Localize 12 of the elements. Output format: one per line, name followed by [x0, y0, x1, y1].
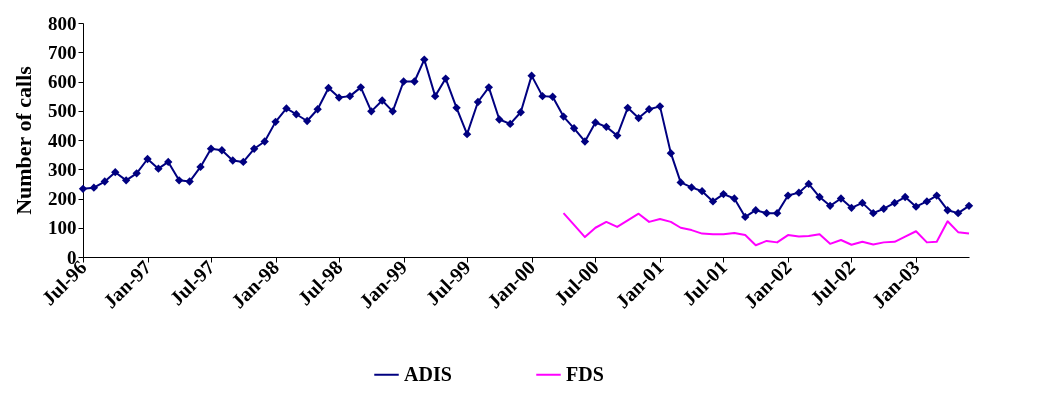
y-tick-label: 700 — [48, 41, 77, 63]
y-tick-label: 300 — [48, 158, 77, 180]
y-tick-label: 800 — [48, 12, 77, 34]
y-tick-label: 100 — [48, 217, 77, 239]
legend-label: FDS — [566, 362, 604, 385]
y-tick-label: 400 — [48, 129, 77, 151]
y-axis-title: Number of calls — [11, 65, 36, 215]
y-tick-label: 600 — [48, 71, 77, 92]
y-tick-label: 500 — [48, 100, 77, 122]
line-series — [562, 212, 970, 247]
y-tick-label: 200 — [48, 188, 77, 209]
legend-label: ADIS — [404, 362, 452, 385]
